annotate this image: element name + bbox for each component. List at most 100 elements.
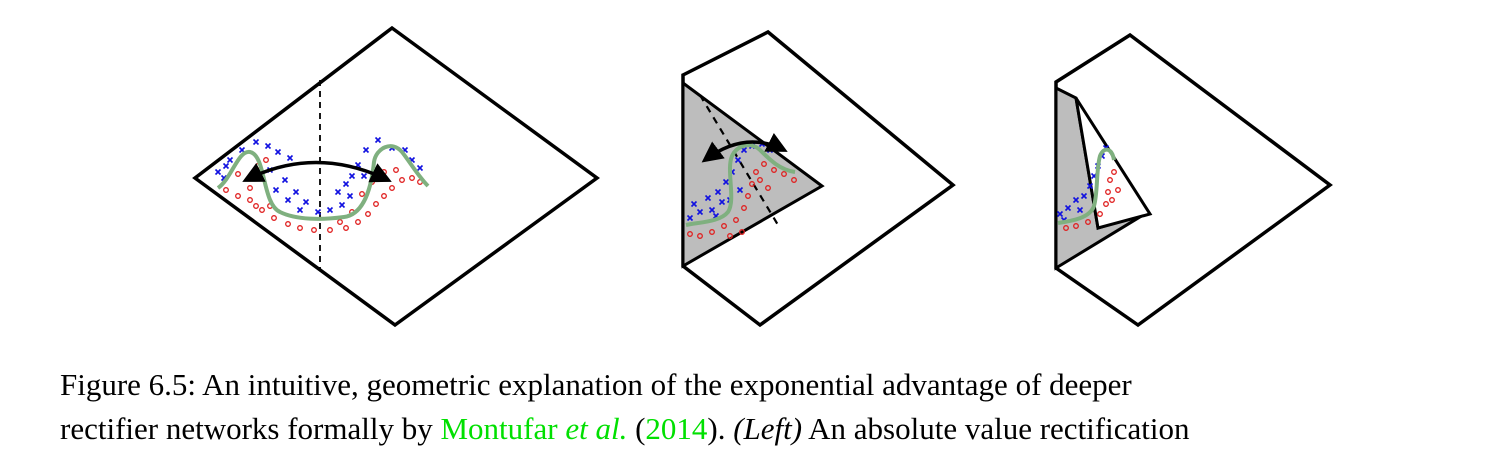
cross-point [284,196,292,204]
cross-point [346,192,354,200]
circle-point [753,169,759,175]
cross-point [416,164,424,172]
circle-point [739,229,745,235]
cross-point [274,148,282,156]
cross-point [326,206,334,214]
cross-point [314,208,322,216]
cross-point [690,200,698,208]
cross-point [1064,204,1072,212]
diamond-space [192,25,600,328]
cross-point [722,178,730,186]
circle-point [741,205,747,211]
cross-point [1072,196,1080,204]
cross-point [736,186,744,194]
cross-point [686,214,694,222]
cross-point [264,142,272,150]
cross-point [296,206,304,214]
cross-point [286,154,294,162]
fold-arrow [242,160,392,183]
circle-point [343,225,349,231]
panel-right [1054,32,1333,328]
circle-point [791,177,797,183]
caption-text: An absolute value rectification [802,411,1190,446]
circle-point [1109,197,1115,203]
citation-link[interactable]: Montufar et al. [440,411,627,446]
circle-point [259,207,265,213]
cross-point [708,206,716,214]
figure-caption-line-1: Figure 6.5: An intuitive, geometric expl… [60,366,1480,404]
figure-caption-line-2: rectifier networks formally by Montufar … [60,410,1480,448]
figure-illustration [192,25,1333,328]
circle-point [399,177,405,183]
circle-point [263,157,269,163]
cross-point [292,188,300,196]
caption-text: rectifier networks formally by [60,411,441,446]
citation-author: Montufar [440,411,566,446]
circle-point [355,219,361,225]
circle-point [359,191,365,197]
circle-point [709,229,715,235]
fold-arrow [701,132,788,163]
cross-point [374,136,382,144]
cross-point [226,156,234,164]
circle-point [311,227,317,233]
circle-point [1063,225,1069,231]
cross-point [704,194,712,202]
circle-point [235,171,241,177]
cross-point [362,146,370,154]
circle-point [337,219,343,225]
citation-year[interactable]: 2014 [645,411,708,446]
circle-point [1115,187,1121,193]
cross-point [214,168,222,176]
cross-point [342,180,350,188]
circle-point [381,193,387,199]
panel-middle [681,29,956,328]
cross-point [1086,182,1094,190]
circle-point [721,223,727,229]
circle-point [389,185,395,191]
circle-point [757,177,763,183]
circle-point [247,185,253,191]
circle-point [1073,223,1079,229]
caption-text: Figure 6.5: An intuitive, geometric expl… [60,367,1132,402]
cross-point [272,186,280,194]
circle-point [1103,201,1109,207]
cross-point [252,138,260,146]
circle-point [285,221,291,227]
circle-point [1111,169,1117,175]
cross-point [696,208,704,216]
cross-point [714,188,722,196]
circle-point [297,225,303,231]
panel-left [192,25,600,328]
circle-point [373,201,379,207]
circle-point [733,217,739,223]
cross-point [1076,206,1084,214]
cross-point [302,198,310,206]
circle-point [1105,189,1111,195]
cross-point [718,198,726,206]
decision-boundary-curve [216,144,430,221]
circle-point [253,203,259,209]
citation-paren: ( [627,411,646,446]
circle-point [327,227,333,233]
circle-point [1085,219,1091,225]
circle-point [745,193,751,199]
circle-point [1107,177,1113,183]
decision-boundary-curve [1057,147,1116,225]
circle-point [765,185,771,191]
circle-point [781,171,787,177]
circle-point [1097,211,1103,217]
citation-paren: ). [707,411,734,446]
circle-point [409,175,415,181]
cross-point [338,201,346,209]
circle-point [223,187,229,193]
cross-point [334,188,342,196]
circle-point [687,231,693,237]
circle-point [271,215,277,221]
panel-label-left: (Left) [733,411,803,446]
circle-point [235,193,241,199]
circle-point [749,181,755,187]
citation-etal: et al. [565,411,628,446]
data-points [1056,144,1121,231]
cross-point [222,162,230,170]
